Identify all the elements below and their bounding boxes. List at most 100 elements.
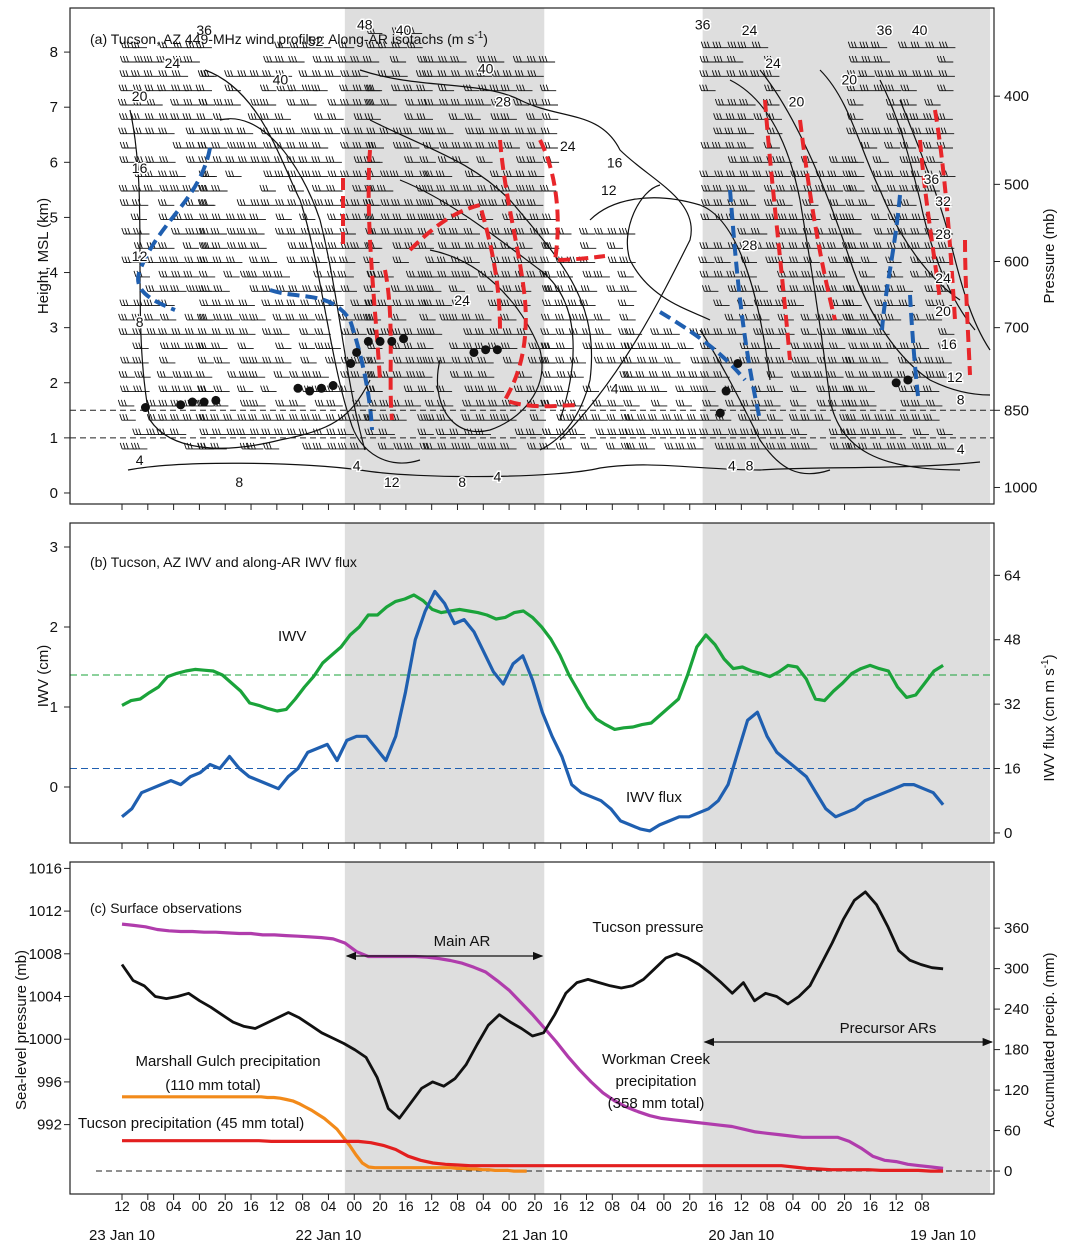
- wind-barb: [541, 428, 559, 436]
- wind-barb: [847, 156, 865, 163]
- wind-barb: [713, 328, 730, 335]
- contour-label-12: 36: [695, 17, 711, 33]
- wind-barb: [490, 98, 508, 106]
- x-tick-label-21: 00: [656, 1198, 672, 1214]
- wind-barb: [883, 127, 901, 135]
- wind-barb: [450, 213, 467, 221]
- shade-1-1: [702, 523, 991, 843]
- wind-barb: [249, 213, 266, 221]
- wind-barb: [159, 156, 176, 163]
- wind-barb: [130, 70, 148, 77]
- contour-label-1: 24: [165, 55, 181, 71]
- x-tick-label-20: 04: [630, 1198, 646, 1214]
- wind-barb: [477, 371, 495, 378]
- wind-barb: [118, 371, 136, 378]
- wind-barb: [699, 428, 716, 436]
- wind-barb: [392, 127, 410, 135]
- isotach-contour-1: [129, 109, 371, 449]
- wind-barb: [777, 442, 794, 450]
- wind-barb: [541, 299, 559, 307]
- wind-barb: [196, 113, 213, 120]
- contour-label-4: 52: [308, 33, 324, 49]
- wind-barb: [935, 371, 953, 378]
- wind-barb: [487, 242, 505, 249]
- wind-barb: [816, 356, 833, 364]
- wind-barb: [700, 213, 717, 221]
- wind-barb: [739, 170, 756, 178]
- wind-barb: [339, 84, 356, 92]
- wind-barb: [501, 256, 519, 264]
- isotach-contour-5: [369, 119, 593, 451]
- wind-barb: [813, 342, 831, 350]
- wind-barb: [699, 84, 716, 92]
- wind-barb: [725, 113, 743, 120]
- wind-barb: [404, 227, 421, 235]
- wind-barb: [363, 213, 381, 221]
- wind-barb: [515, 156, 533, 163]
- wind-barb: [132, 98, 149, 106]
- x-tick-label-1: 08: [140, 1198, 156, 1214]
- wind-barb: [554, 313, 572, 321]
- wind-barb: [912, 342, 930, 350]
- contour-label-16: 20: [841, 72, 857, 88]
- pressure-tick-label: 1000: [1004, 479, 1037, 496]
- wind-barb: [312, 428, 330, 436]
- wind-barb: [311, 227, 328, 235]
- wind-barb: [366, 127, 383, 135]
- isotach-contour-2: [204, 69, 421, 464]
- contour-label-2: 20: [132, 88, 148, 104]
- wind-barb: [249, 399, 266, 407]
- wind-barb: [739, 156, 757, 163]
- wind-barb: [765, 256, 782, 264]
- workman-creek-line: [121, 922, 944, 1170]
- wind-barb: [514, 428, 532, 436]
- wind-barb: [765, 127, 783, 135]
- wind-barb: [314, 342, 331, 350]
- ridge-dash-3: [408, 202, 502, 331]
- wind-barb: [937, 242, 955, 249]
- contour-label-31: 12: [132, 248, 148, 264]
- wind-barb: [739, 399, 756, 407]
- wind-barb: [130, 442, 148, 450]
- wind-barb: [925, 299, 942, 307]
- wind-barb: [417, 428, 434, 436]
- wind-barb: [417, 385, 434, 393]
- wind-barb: [286, 141, 303, 149]
- wind-barb: [349, 442, 367, 450]
- wind-barb: [475, 313, 492, 321]
- wind-barb: [340, 70, 357, 77]
- wind-barb: [648, 371, 666, 378]
- wind-barb: [591, 414, 608, 421]
- wind-barb: [489, 328, 507, 335]
- wind-barb: [183, 270, 200, 278]
- wind-barb: [365, 41, 383, 49]
- wind-barb: [273, 141, 290, 149]
- wind-barb: [224, 84, 241, 92]
- wind-barb: [543, 385, 560, 393]
- wind-barb: [350, 371, 367, 378]
- wind-barb: [225, 170, 242, 178]
- wind-barb: [182, 242, 199, 249]
- wind-barb: [337, 41, 355, 49]
- wind-barb: [595, 428, 612, 436]
- wind-barb: [774, 170, 791, 178]
- wind-barb: [815, 285, 833, 292]
- wind-barb: [451, 70, 468, 77]
- iwv-tick-label: 1: [50, 699, 58, 716]
- wind-barb: [474, 428, 491, 436]
- wind-barb: [527, 170, 545, 178]
- wind-barb: [327, 256, 344, 264]
- wind-barb: [858, 442, 875, 450]
- wind-barb: [503, 141, 520, 149]
- wind-barb: [711, 70, 729, 77]
- x-tick-label-10: 20: [372, 1198, 388, 1214]
- wind-barb: [803, 342, 820, 350]
- wind-barb: [200, 285, 218, 292]
- wind-barb: [923, 414, 940, 421]
- wind-barb: [776, 199, 793, 206]
- trough-dash-1: [269, 288, 374, 431]
- wind-barb: [727, 199, 744, 206]
- wind-barb: [439, 313, 456, 321]
- wind-barb: [714, 414, 732, 421]
- wind-barb: [198, 98, 216, 106]
